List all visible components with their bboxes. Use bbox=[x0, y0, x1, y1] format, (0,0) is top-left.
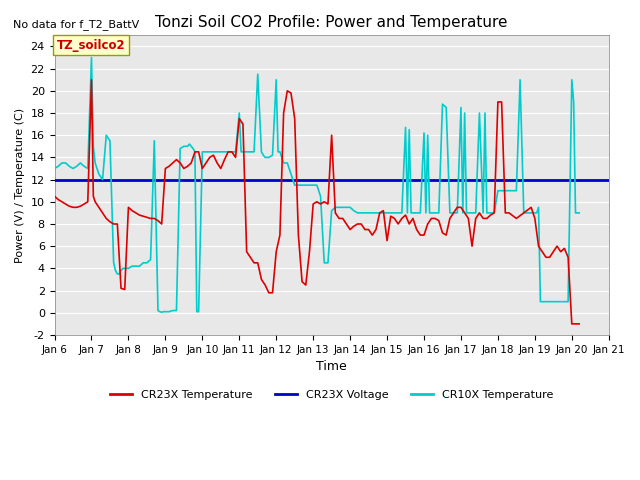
Title: Tonzi Soil CO2 Profile: Power and Temperature: Tonzi Soil CO2 Profile: Power and Temper… bbox=[156, 15, 508, 30]
X-axis label: Time: Time bbox=[316, 360, 347, 373]
Text: No data for f_T2_BattV: No data for f_T2_BattV bbox=[13, 19, 139, 30]
Y-axis label: Power (V) / Temperature (C): Power (V) / Temperature (C) bbox=[15, 108, 25, 263]
Legend: CR23X Temperature, CR23X Voltage, CR10X Temperature: CR23X Temperature, CR23X Voltage, CR10X … bbox=[106, 385, 557, 404]
Text: TZ_soilco2: TZ_soilco2 bbox=[56, 39, 125, 52]
